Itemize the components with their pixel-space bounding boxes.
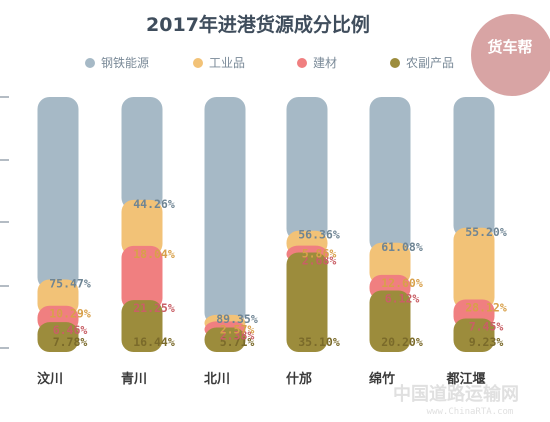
value-label: 55.20% [465, 225, 507, 239]
bars-group [37, 97, 495, 352]
value-label: 28.12% [465, 300, 507, 314]
logo-text: 货车帮 [487, 38, 532, 56]
value-label: 2.57% [220, 322, 255, 336]
bar-segment [286, 252, 328, 352]
watermark-text: 中国道路运输网 [393, 383, 519, 405]
bar-segment [121, 300, 163, 352]
bar-segment [37, 97, 79, 290]
value-label: 9.23% [469, 335, 504, 349]
legend-label: 钢铁能源 [101, 56, 149, 70]
value-label: 44.26% [133, 197, 175, 211]
watermark: 中国道路运输网 www.ChinaRTA.com [393, 383, 519, 417]
value-label: 6.46% [53, 323, 88, 337]
category-label: 绵竹 [369, 371, 395, 387]
value-label: 75.47% [49, 276, 91, 290]
bar-segment [369, 97, 411, 253]
bar-segment [453, 227, 495, 310]
category-label: 北川 [204, 372, 230, 387]
bar-segment [204, 97, 246, 325]
value-labels: 7.78%6.46% 10.29% 75.47% 16.44% 21.25% 18.04%… [49, 197, 507, 349]
category-label: 都江堰 [445, 371, 485, 387]
logo: 货车帮 [471, 14, 550, 96]
value-label: 61.08% [381, 240, 423, 254]
value-label: 2.38% [220, 328, 255, 342]
bar-segment [369, 242, 411, 285]
value-label: 89.35% [216, 312, 258, 326]
bar-segment [121, 97, 163, 210]
chart-title: 2017年进港货源成分比例 [146, 13, 370, 36]
legend-label: 农副产品 [406, 56, 454, 70]
category-label: 青川 [121, 371, 147, 387]
bar-segment [37, 322, 79, 352]
legend-label: 工业品 [209, 56, 245, 70]
legend-swatch [193, 58, 203, 68]
value-label: 21.25% [133, 301, 175, 315]
value-label: 6.12% [385, 291, 420, 305]
value-label: 18.04% [133, 247, 175, 261]
value-label: 12.60% [381, 276, 423, 290]
legend: 钢铁能源 工业品 建材 农副产品 [85, 56, 454, 70]
legend-swatch [85, 58, 95, 68]
value-label: 5.71% [220, 335, 255, 349]
legend-swatch [297, 58, 307, 68]
value-label: 2.68% [302, 253, 337, 267]
value-label: 7.78% [53, 335, 88, 349]
value-label: 5.86% [302, 247, 337, 261]
category-label: 汶川 [37, 371, 63, 387]
value-label: 7.45% [469, 319, 504, 333]
category-label: 什邡 [286, 371, 312, 387]
value-label: 16.44% [133, 335, 175, 349]
value-label: 20.20% [381, 335, 423, 349]
bar-segment [121, 199, 163, 256]
bar-segment [453, 97, 495, 238]
legend-swatch [390, 58, 400, 68]
legend-label: 建材 [313, 56, 337, 70]
value-label: 56.36% [298, 228, 340, 242]
bar-segment [204, 327, 246, 352]
bar-segment [453, 318, 495, 352]
axis-ticks [0, 96, 9, 349]
bar-segment [286, 97, 328, 241]
watermark-sub: www.ChinaRTA.com [427, 407, 514, 417]
bar-segment [369, 290, 411, 352]
bar-segment [121, 245, 163, 311]
value-label: 10.29% [49, 307, 91, 321]
category-labels: 汶川 青川 北川 什邡 绵竹 都江堰 [37, 371, 486, 387]
value-label: 35.10% [298, 335, 340, 349]
